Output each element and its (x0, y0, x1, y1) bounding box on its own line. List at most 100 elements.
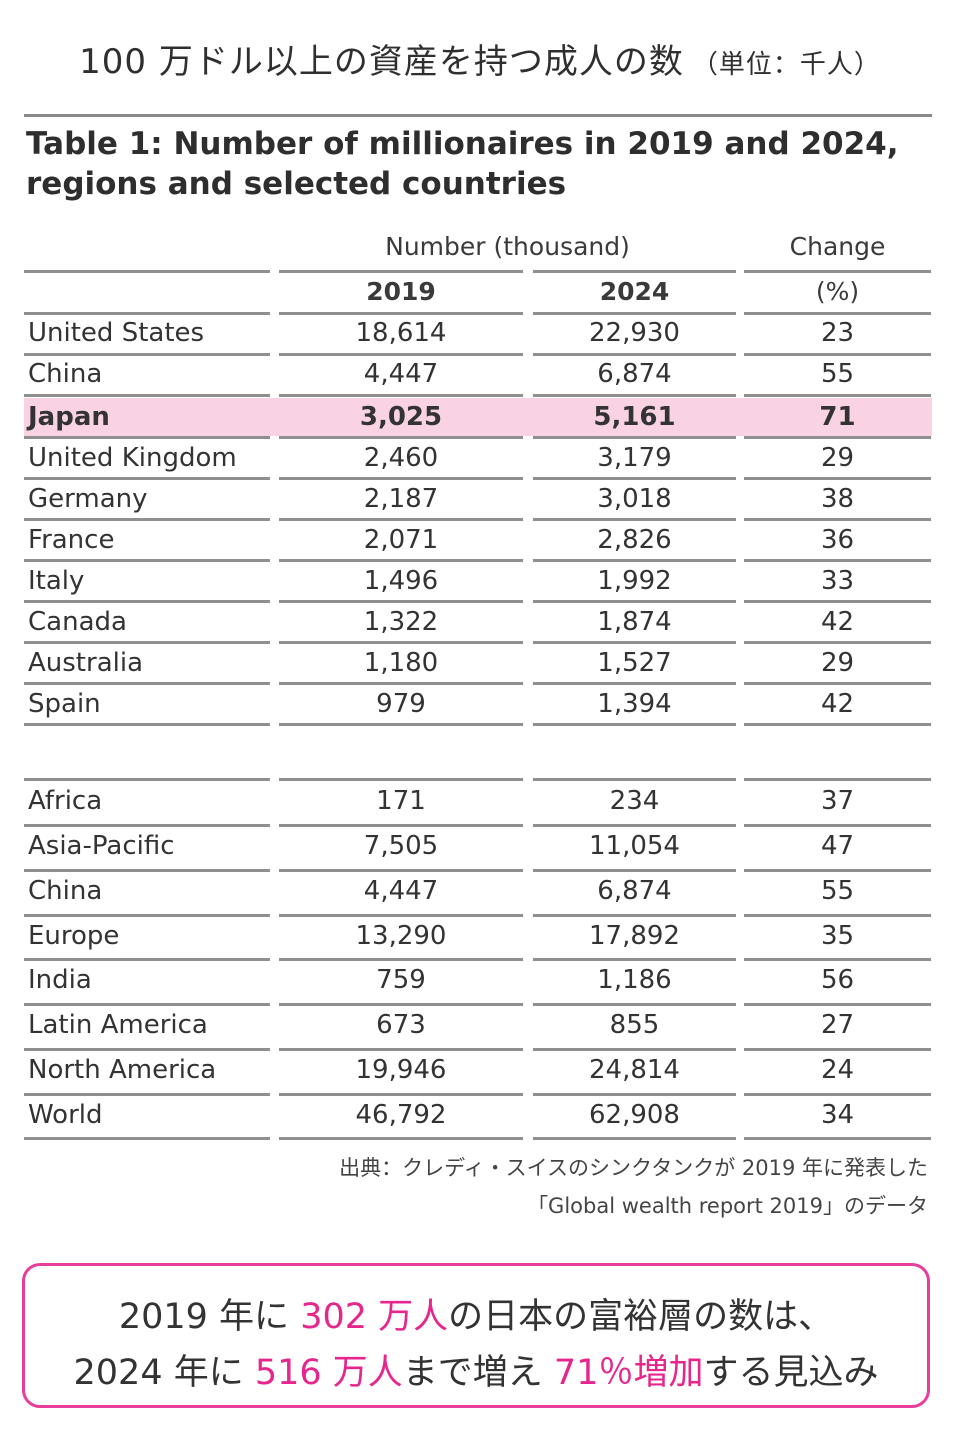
row-label: China (28, 876, 103, 906)
row-rule (279, 353, 523, 356)
row-rule (24, 682, 270, 685)
row-label: Europe (28, 921, 120, 951)
row-rule (24, 518, 270, 521)
row-rule (24, 353, 270, 356)
row-rule (279, 824, 523, 827)
row-rule (744, 600, 931, 603)
row-rule (533, 682, 736, 685)
row-rule (24, 824, 270, 827)
callout-text: 2019 年に (118, 1297, 301, 1337)
row-rule (279, 869, 523, 872)
value-2024: 3,179 (597, 443, 672, 473)
value-2019: 673 (376, 1010, 426, 1040)
value-2024: 17,892 (589, 921, 680, 951)
value-2019: 4,447 (363, 359, 439, 389)
value-2019: 1,496 (363, 566, 439, 596)
row-rule (744, 1003, 931, 1006)
value-2019: 18,614 (355, 318, 447, 348)
value-2024: 1,992 (597, 566, 672, 596)
header-number-thousand: Number (thousand) (385, 232, 630, 261)
row-rule (533, 353, 736, 356)
value-change: 71 (819, 402, 856, 432)
row-label: Japan (28, 402, 110, 432)
row-rule (744, 518, 931, 521)
callout-line-1: 2019 年に 302 万人の日本の富裕層の数は、 (25, 1288, 927, 1339)
row-rule (279, 914, 523, 917)
value-change: 55 (820, 876, 855, 906)
row-rule (744, 394, 931, 397)
row-label: Australia (28, 648, 144, 678)
row-rule (279, 600, 523, 603)
row-rule (744, 723, 931, 726)
value-change: 24 (820, 1055, 855, 1085)
value-change: 35 (820, 921, 855, 951)
value-2024: 6,874 (597, 876, 672, 906)
value-2024: 11,054 (589, 831, 680, 861)
row-rule (533, 824, 736, 827)
row-rule (533, 869, 736, 872)
row-rule (744, 477, 931, 480)
value-change: 23 (820, 318, 855, 348)
column-2024: 2024 (599, 277, 670, 306)
callout-text: 2024 年に (73, 1353, 255, 1393)
row-label: Spain (28, 689, 101, 719)
row-rule (744, 1093, 931, 1096)
row-rule (744, 641, 931, 644)
value-2024: 2,826 (597, 525, 672, 555)
row-rule (744, 824, 931, 827)
row-rule (279, 436, 523, 439)
row-rule (24, 914, 270, 917)
row-rule (24, 1137, 270, 1140)
row-label: China (28, 359, 103, 389)
source-line-2: 「Global wealth report 2019」のデータ (527, 1194, 928, 1218)
row-rule (744, 958, 931, 961)
row-label: France (28, 525, 115, 555)
row-rule (24, 723, 270, 726)
row-label: Canada (28, 607, 127, 637)
row-rule (24, 778, 270, 781)
column-change-unit: (%) (815, 277, 860, 306)
row-rule (279, 778, 523, 781)
value-change: 29 (820, 648, 855, 678)
row-rule (533, 958, 736, 961)
row-rule (279, 394, 523, 397)
row-rule (279, 518, 523, 521)
row-rule (533, 559, 736, 562)
row-label: Asia-Pacific (28, 831, 175, 861)
row-rule (744, 436, 931, 439)
row-rule (744, 778, 931, 781)
header-rule (744, 312, 931, 315)
callout-text: の日本の富裕層の数は、 (448, 1297, 834, 1337)
value-change: 56 (820, 965, 855, 995)
callout-text: する見込み (703, 1353, 879, 1393)
value-2019: 1,180 (363, 648, 439, 678)
value-2024: 1,394 (597, 689, 672, 719)
value-change: 42 (820, 607, 855, 637)
value-2019: 1,322 (363, 607, 439, 637)
row-rule (279, 682, 523, 685)
value-2024: 5,161 (593, 402, 676, 432)
row-rule (533, 1093, 736, 1096)
row-rule (744, 353, 931, 356)
row-label: World (28, 1100, 103, 1130)
top-divider (24, 114, 932, 117)
row-label: Africa (28, 786, 103, 816)
value-2019: 2,071 (363, 525, 439, 555)
japanese-title-text: 100 万ドル以上の資産を持つ成人の数 (79, 42, 684, 82)
row-rule (24, 600, 270, 603)
row-rule (279, 477, 523, 480)
row-label: United Kingdom (28, 443, 237, 473)
row-label: North America (28, 1055, 217, 1085)
header-rule (279, 312, 523, 315)
header-rule (533, 270, 736, 273)
value-2019: 46,792 (355, 1100, 447, 1130)
row-rule (24, 1048, 270, 1051)
row-rule (24, 1003, 270, 1006)
callout-highlight: 302 万人 (300, 1297, 449, 1337)
value-change: 55 (820, 359, 855, 389)
japanese-title: 100 万ドル以上の資産を持つ成人の数 （単位：千人） (0, 34, 960, 83)
value-2024: 234 (609, 786, 660, 816)
value-2019: 3,025 (359, 402, 443, 432)
value-change: 36 (820, 525, 855, 555)
table-title-line-2: regions and selected countries (26, 166, 567, 202)
